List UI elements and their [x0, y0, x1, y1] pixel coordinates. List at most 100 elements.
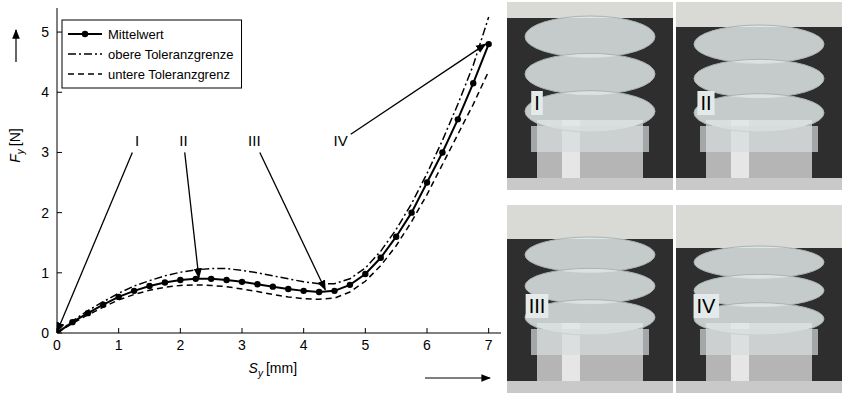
photo-panel: I	[507, 2, 673, 190]
photo-label-patch	[531, 91, 543, 115]
series-marker	[439, 149, 445, 155]
y-tick-label: 4	[41, 84, 49, 100]
annotation-label: II	[179, 132, 187, 149]
y-tick	[57, 92, 62, 93]
annotation-label: IV	[334, 132, 348, 149]
series-marker	[331, 288, 337, 294]
photo-panel: III	[507, 205, 673, 393]
photo-label-patch	[697, 91, 714, 115]
y-tick-label: 0	[41, 325, 49, 341]
y-tick	[57, 272, 62, 273]
series-line	[57, 71, 489, 333]
annotation-label: III	[248, 132, 261, 149]
x-tick	[488, 328, 489, 333]
x-tick	[180, 328, 181, 333]
annotation-arrow	[185, 152, 199, 277]
photo-panel: IV	[676, 205, 842, 393]
photo-label-patch	[526, 294, 549, 318]
photo-background	[507, 2, 673, 190]
y-tick	[57, 212, 62, 213]
x-tick-label: 1	[115, 337, 123, 353]
photo-label: IV	[697, 295, 717, 317]
series-marker	[177, 277, 183, 283]
series-marker	[131, 288, 137, 294]
series-marker	[362, 271, 368, 277]
y-tick-label: 2	[41, 205, 49, 221]
photo-label: III	[529, 295, 546, 317]
legend-line	[68, 53, 102, 55]
figure: 01234567012345Sy[mm]Fy[N]IIIIIIIVMittelw…	[0, 0, 843, 395]
y-axis-title-unit: [N]	[7, 128, 23, 146]
photo-background	[676, 2, 842, 190]
legend-label: obere Toleranzgrenze	[108, 47, 234, 62]
series-marker	[162, 279, 168, 285]
series-marker	[193, 276, 199, 282]
series-marker	[285, 286, 291, 292]
x-tick-label: 4	[300, 337, 308, 353]
photo-base-plate	[507, 381, 673, 393]
series-marker	[254, 281, 260, 287]
y-tick	[57, 152, 62, 153]
y-tick	[57, 32, 62, 33]
photo-top-plate	[507, 205, 673, 239]
annotation-label: I	[135, 132, 139, 149]
photo-bellows-foot	[700, 329, 818, 355]
x-axis-title-sub: y	[257, 368, 264, 379]
photo-label: II	[700, 92, 711, 114]
x-tick-label: 7	[485, 337, 493, 353]
photo-label: I	[534, 92, 540, 114]
annotation-arrow	[351, 44, 486, 134]
legend-label: untere Toleranzgrenz	[108, 67, 230, 82]
legend: Mittelwert obere Toleranzgrenze untere Tol…	[62, 20, 242, 88]
y-tick-label: 5	[41, 24, 49, 40]
series-line	[57, 17, 489, 333]
photo-bellows	[525, 53, 655, 94]
photo-base-plate	[676, 178, 842, 190]
series-marker	[378, 255, 384, 261]
y-direction-arrow	[15, 30, 16, 62]
series-marker	[470, 80, 476, 86]
x-tick	[242, 328, 243, 333]
series-marker	[316, 289, 322, 295]
y-axis-title-sub: y	[15, 148, 26, 155]
photo-top-plate	[676, 2, 842, 27]
legend-marker	[82, 31, 88, 37]
photo-base-plate	[676, 381, 842, 393]
series-marker	[300, 288, 306, 294]
legend-label: Mittelwert	[108, 27, 164, 42]
photo-background	[676, 205, 842, 393]
series-marker	[146, 283, 152, 289]
series-marker	[393, 234, 399, 240]
x-tick-label: 2	[176, 337, 184, 353]
x-axis-line	[57, 333, 501, 334]
series-marker	[455, 116, 461, 122]
x-tick	[118, 328, 119, 333]
photo-top-plate	[676, 205, 842, 248]
photo-label-patch	[694, 294, 720, 318]
y-tick-label: 3	[41, 144, 49, 160]
series-marker	[208, 276, 214, 282]
series-marker	[223, 277, 229, 283]
x-tick-label: 3	[238, 337, 246, 353]
series-marker	[347, 282, 353, 288]
photo-base-plate	[507, 178, 673, 190]
x-axis-title-unit: [mm]	[266, 360, 297, 376]
photo-bellows	[694, 246, 824, 278]
photo-bellows-foot	[700, 126, 818, 152]
y-axis-title: Fy[N]	[7, 128, 26, 162]
photo-bellows-foot	[531, 329, 649, 355]
x-tick-label: 0	[53, 337, 61, 353]
x-tick-label: 5	[361, 337, 369, 353]
series-marker	[239, 279, 245, 285]
photo-bellows	[694, 25, 824, 63]
photo-background	[507, 205, 673, 393]
y-tick-label: 1	[41, 265, 49, 281]
y-axis-line	[57, 8, 58, 333]
annotation-arrow	[57, 152, 132, 331]
annotation-arrow	[260, 152, 325, 289]
x-tick	[303, 328, 304, 333]
photo-bellows	[525, 237, 655, 272]
x-tick	[365, 328, 366, 333]
photo-panel: II	[676, 2, 842, 190]
series-marker	[424, 179, 430, 185]
